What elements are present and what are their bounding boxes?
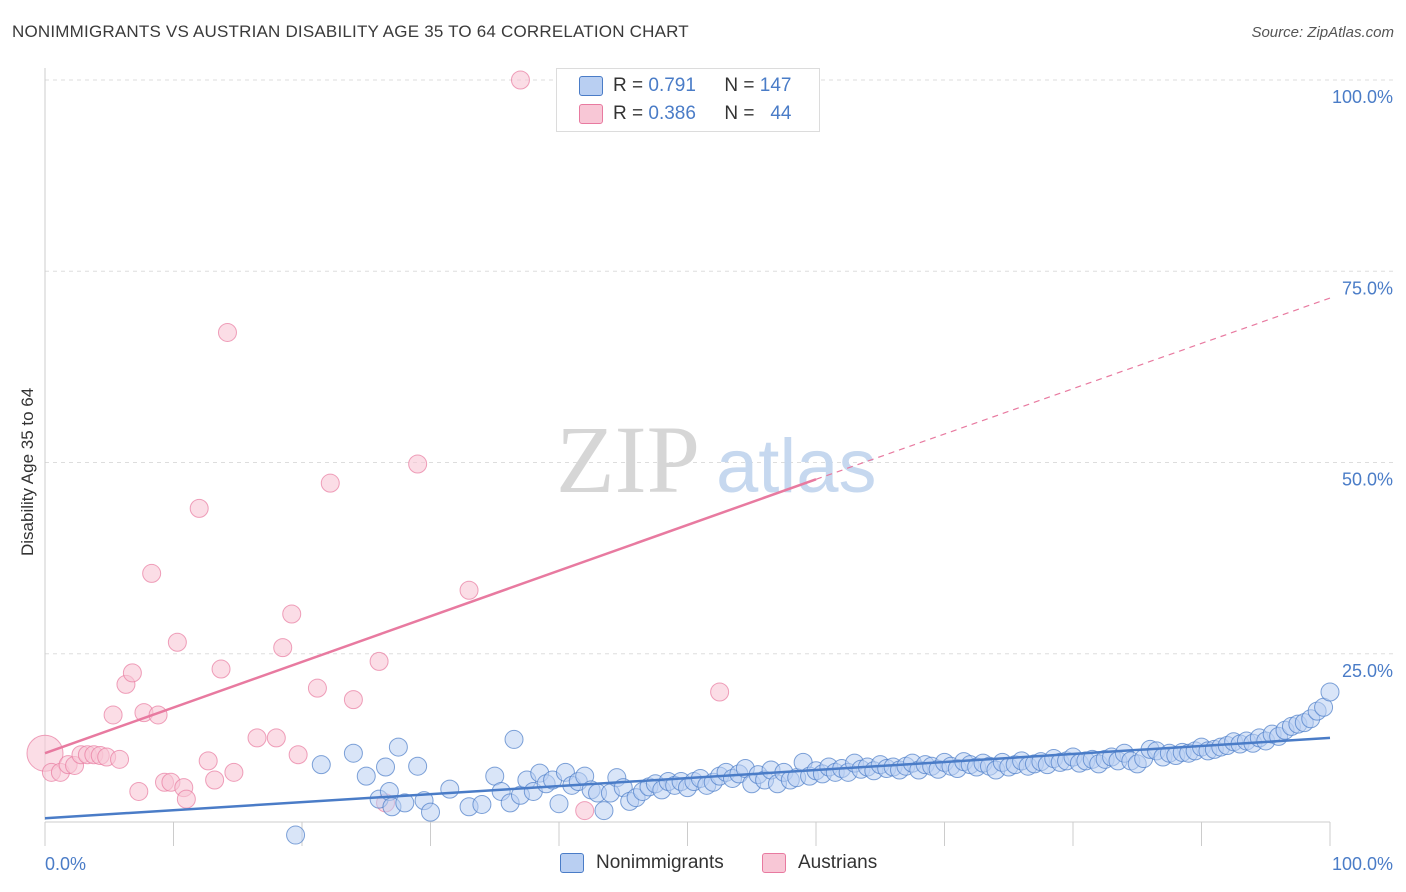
- legend-label-austrians: Austrians: [798, 852, 878, 873]
- point-nonimmigrants: [1320, 682, 1340, 702]
- n-value: 44: [770, 103, 792, 124]
- point-austrians: [142, 563, 162, 583]
- point-austrians: [510, 70, 530, 90]
- point-austrians: [211, 659, 231, 679]
- point-nonimmigrants: [388, 737, 408, 757]
- chart-source: Source: ZipAtlas.com: [1251, 24, 1394, 41]
- point-austrians: [122, 663, 142, 683]
- r-value: 0.386: [648, 103, 696, 124]
- legend-item-austrians: Austrians: [762, 852, 877, 874]
- point-austrians: [266, 728, 286, 748]
- axes: [44, 68, 1331, 846]
- point-austrians: [103, 705, 123, 725]
- point-nonimmigrants: [343, 743, 363, 763]
- legend-swatch-blue: [579, 76, 603, 96]
- point-austrians: [369, 651, 389, 671]
- point-nonimmigrants: [549, 794, 569, 814]
- series-nonimmigrants: [286, 682, 1340, 845]
- point-austrians: [189, 498, 209, 518]
- point-austrians: [273, 638, 293, 658]
- point-nonimmigrants: [421, 802, 440, 822]
- r-value: 0.791: [648, 75, 696, 96]
- y-tick-label: 100.0%: [1332, 87, 1393, 107]
- y-tick-label: 50.0%: [1342, 470, 1393, 490]
- point-austrians: [198, 751, 218, 771]
- n-value: 147: [759, 75, 792, 96]
- watermark: ZIP atlas: [556, 406, 877, 513]
- trend-lines: [44, 297, 1331, 820]
- point-austrians: [575, 801, 595, 821]
- point-nonimmigrants: [440, 779, 460, 799]
- point-austrians: [129, 781, 149, 801]
- point-austrians: [710, 682, 730, 702]
- stats-row-nonimmigrants: R = 0.791 N = 147: [579, 75, 791, 97]
- legend-swatch-pink: [762, 853, 786, 873]
- tick-labels: 25.0% 50.0% 75.0% 100.0% 0.0% 100.0%: [45, 87, 1393, 874]
- r-label: R =: [613, 103, 644, 124]
- point-nonimmigrants: [408, 756, 428, 776]
- point-austrians: [459, 580, 479, 600]
- watermark-atlas: atlas: [716, 424, 877, 509]
- point-austrians: [282, 604, 302, 624]
- legend-swatch-blue: [560, 853, 584, 873]
- point-austrians: [408, 454, 428, 474]
- point-nonimmigrants: [472, 794, 492, 814]
- point-nonimmigrants: [504, 729, 524, 749]
- point-austrians: [217, 322, 237, 342]
- stats-row-austrians: R = 0.386 N = 44: [579, 103, 791, 125]
- point-austrians: [247, 728, 267, 748]
- n-label: N =: [724, 103, 755, 124]
- point-nonimmigrants: [356, 766, 376, 786]
- legend-label-nonimmigrants: Nonimmigrants: [596, 852, 724, 873]
- trend-line-austrians: [44, 478, 817, 755]
- y-tick-label: 25.0%: [1342, 661, 1393, 681]
- stats-legend: R = 0.791 N = 147 R = 0.386 N = 44: [556, 68, 820, 132]
- legend-swatch-pink: [579, 104, 603, 124]
- point-nonimmigrants: [594, 801, 614, 821]
- y-tick-label: 75.0%: [1342, 278, 1393, 298]
- point-nonimmigrants: [286, 825, 306, 845]
- point-austrians: [167, 632, 187, 652]
- chart-title: NONIMMIGRANTS VS AUSTRIAN DISABILITY AGE…: [12, 22, 689, 41]
- point-nonimmigrants: [395, 793, 415, 813]
- x-tick-label: 0.0%: [45, 854, 86, 874]
- point-austrians: [343, 690, 363, 710]
- point-austrians: [224, 762, 244, 782]
- point-austrians: [176, 789, 196, 809]
- point-austrians: [205, 770, 225, 790]
- trend-line-nonimmigrants: [44, 736, 1331, 820]
- r-label: R =: [613, 75, 644, 96]
- watermark-zip: ZIP: [556, 406, 700, 513]
- n-label: N =: [724, 75, 755, 96]
- trend-extension-austrians: [815, 297, 1331, 480]
- point-austrians: [110, 749, 130, 769]
- legend-item-nonimmigrants: Nonimmigrants: [560, 852, 724, 874]
- point-austrians: [288, 745, 308, 765]
- point-nonimmigrants: [311, 755, 331, 775]
- point-austrians: [320, 473, 340, 493]
- grid: [45, 79, 1395, 655]
- x-tick-label: 100.0%: [1332, 854, 1393, 874]
- point-nonimmigrants: [376, 757, 396, 777]
- point-austrians: [307, 678, 327, 698]
